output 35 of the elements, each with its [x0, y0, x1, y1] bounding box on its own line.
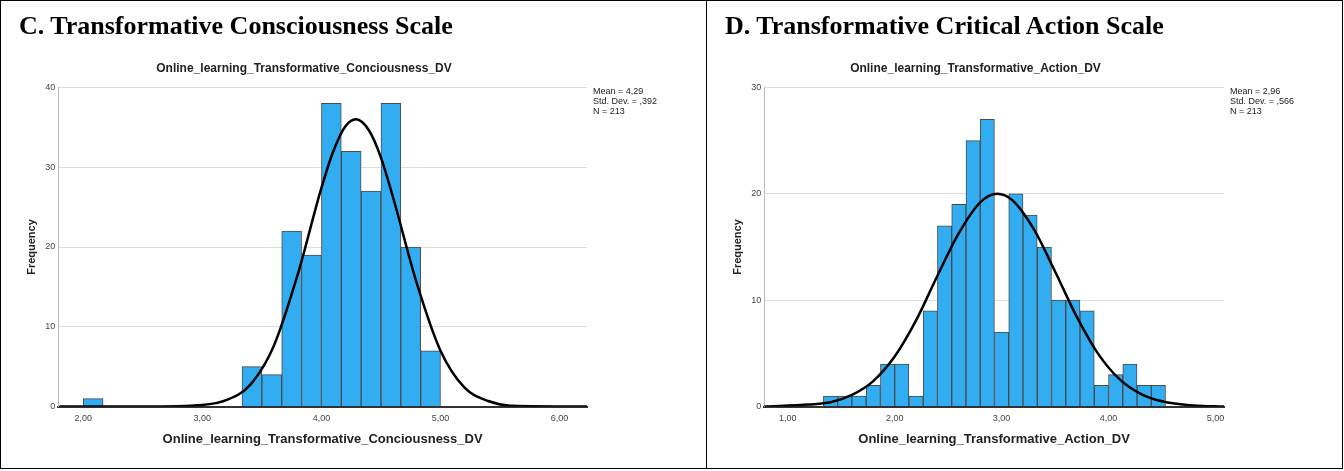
y-axis-title: Frequency [24, 218, 37, 275]
x-tick-label: 5,00 [431, 413, 450, 424]
x-tick-label: 5,00 [1206, 413, 1225, 424]
y-tick-label: 20 [45, 241, 56, 252]
text: N = 213 [593, 106, 625, 117]
y-tick-label: 20 [751, 188, 762, 199]
y-tick-label: 0 [50, 401, 56, 412]
x-tick-label: 4,00 [312, 413, 331, 424]
y-tick-label: 10 [45, 321, 56, 332]
y-axis-title: Frequency [730, 218, 743, 275]
y-tick-label: 10 [751, 294, 762, 305]
x-axis-title: Online_learning_Transformative_Conciousness_DV [162, 430, 483, 446]
x-tick-label: 2,00 [885, 413, 904, 424]
chart-title: D. Transformative Critical Action Scale [724, 10, 1165, 42]
x-tick-label: 2,00 [74, 413, 92, 424]
y-tick-label: 30 [751, 81, 762, 92]
y-tick-label: 30 [45, 161, 56, 172]
x-tick-label: 3,00 [992, 413, 1011, 424]
text: Std. Dev. = ,392 [593, 96, 658, 107]
chart-subtitle: Online_learning_Transformative_Action_DV [850, 60, 1101, 75]
y-tick-label: 40 [45, 81, 56, 92]
x-tick-label: 3,00 [193, 413, 212, 424]
x-axis-title: Online_learning_Transformative_Action_DV [858, 430, 1131, 446]
x-tick-label: 4,00 [1099, 413, 1118, 424]
y-tick-label: 0 [756, 401, 762, 412]
chart-title: C. Transformative Consciousness Scale [18, 10, 454, 42]
x-tick-label: 6,00 [550, 413, 569, 424]
text: Mean = 4,29 [593, 86, 644, 97]
text: Std. Dev. = ,566 [1230, 96, 1295, 107]
chart-subtitle: Online_learning_Transformative_Conciousness_DV [156, 60, 452, 75]
text: N = 213 [1230, 106, 1262, 117]
text: Mean = 2,96 [1230, 86, 1281, 97]
line-series [764, 192, 1224, 407]
x-tick-label: 1,00 [778, 413, 797, 424]
line-series [58, 118, 587, 407]
